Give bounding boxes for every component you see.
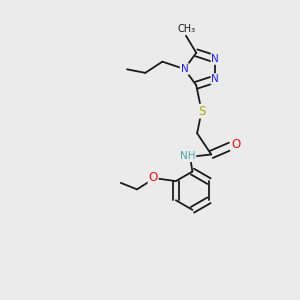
Text: S: S (198, 105, 205, 118)
Text: N: N (212, 74, 219, 84)
Text: N: N (181, 64, 188, 74)
Text: CH₃: CH₃ (178, 24, 196, 34)
Text: NH: NH (180, 151, 196, 161)
Text: O: O (148, 171, 158, 184)
Text: O: O (231, 138, 240, 151)
Text: N: N (212, 54, 219, 64)
